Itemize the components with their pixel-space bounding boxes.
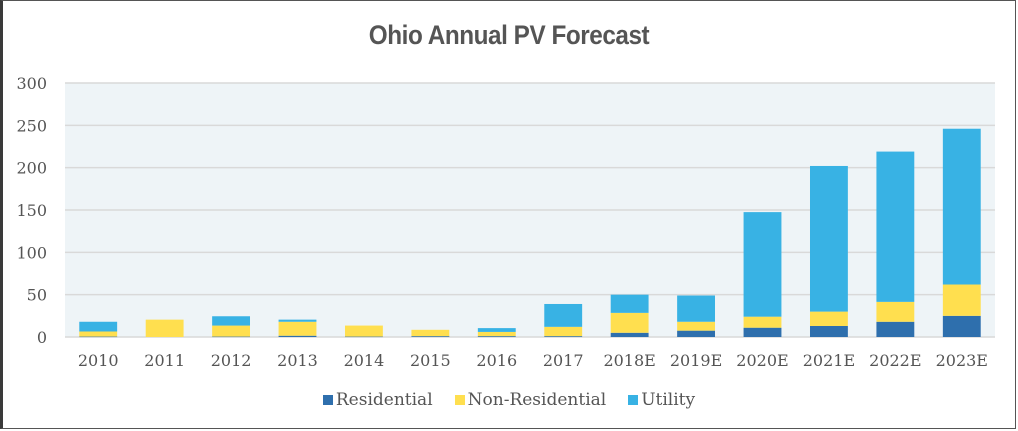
bar-segment-residential [610, 332, 649, 337]
y-tick-label: 0 [37, 328, 47, 347]
bar-segment-residential [743, 327, 782, 337]
legend-swatch [322, 395, 333, 405]
x-tick-label: 2010 [78, 351, 119, 370]
bar-segment-residential [212, 336, 251, 338]
bar-segment-residential [278, 335, 317, 337]
bar-segment-non-residential [477, 331, 516, 337]
bar-segment-non-residential [544, 326, 583, 337]
y-tick-label: 150 [16, 201, 47, 220]
x-tick-label: 2013 [277, 351, 318, 370]
y-tick-label: 50 [27, 286, 47, 305]
x-tick-label: 2018E [603, 351, 655, 370]
x-tick-label: 2014 [344, 351, 385, 370]
bar-segment-non-residential [743, 316, 782, 328]
x-tick-label: 2020E [736, 351, 788, 370]
x-tick-label: 2021E [803, 351, 855, 370]
bar-segment-utility [212, 316, 251, 326]
legend-item-non-residential: Non-Residential [454, 390, 607, 410]
x-tick-label: 2017 [543, 351, 584, 370]
bar-segment-residential [677, 330, 716, 337]
bar-segment-utility [79, 321, 118, 332]
x-tick-label: 2015 [410, 351, 451, 370]
bar-segment-non-residential [942, 284, 981, 316]
bar-segment-non-residential [809, 311, 848, 326]
bar-segment-utility [876, 151, 915, 302]
bar-segment-non-residential [278, 321, 317, 336]
legend-label: Non-Residential [467, 390, 607, 410]
bar-segment-residential [942, 315, 981, 337]
bar-segment-utility [477, 328, 516, 332]
y-tick-label: 250 [16, 116, 47, 135]
bar-segment-non-residential [677, 321, 716, 331]
x-tick-label: 2022E [869, 351, 921, 370]
x-tick-label: 2019E [670, 351, 722, 370]
legend-swatch [454, 395, 465, 405]
y-tick-label: 200 [16, 159, 47, 178]
chart-title: Ohio Annual PV Forecast [368, 20, 650, 50]
bar-segment-utility [278, 319, 317, 322]
legend-label: Utility [641, 390, 696, 410]
bar-segment-residential [477, 336, 516, 337]
bar-segment-residential [411, 336, 450, 337]
bar-segment-utility [942, 128, 981, 285]
bar-segment-residential [809, 325, 848, 337]
bar-segment-non-residential [145, 319, 184, 337]
bar-segment-residential [876, 321, 915, 337]
bar-segment-non-residential [610, 312, 649, 333]
bar-segment-utility [677, 295, 716, 322]
bar-segment-utility [809, 165, 848, 312]
bar-segment-non-residential [411, 329, 450, 337]
legend-item-residential: Residential [322, 390, 433, 410]
x-tick-label: 2012 [211, 351, 252, 370]
x-tick-label: 2023E [936, 351, 988, 370]
x-tick-label: 2011 [144, 351, 185, 370]
legend-item-utility: Utility [628, 390, 695, 410]
x-tick-label: 2016 [476, 351, 517, 370]
legend-swatch [628, 395, 639, 405]
y-tick-label: 100 [16, 243, 47, 262]
bar-segment-non-residential [344, 325, 383, 337]
bar-segment-non-residential [212, 325, 251, 337]
bar-segment-residential [344, 336, 383, 338]
bar-segment-utility [743, 212, 782, 317]
bar-segment-utility [610, 294, 649, 313]
bar-segment-non-residential [876, 301, 915, 322]
legend: Residential Non-Residential Utility [0, 390, 1018, 410]
bar-segment-residential [79, 336, 118, 338]
legend-label: Residential [335, 390, 433, 410]
bar-segment-residential [544, 336, 583, 337]
y-tick-label: 300 [16, 74, 47, 93]
bar-segment-utility [544, 303, 583, 327]
bar-segment-non-residential [79, 331, 118, 337]
